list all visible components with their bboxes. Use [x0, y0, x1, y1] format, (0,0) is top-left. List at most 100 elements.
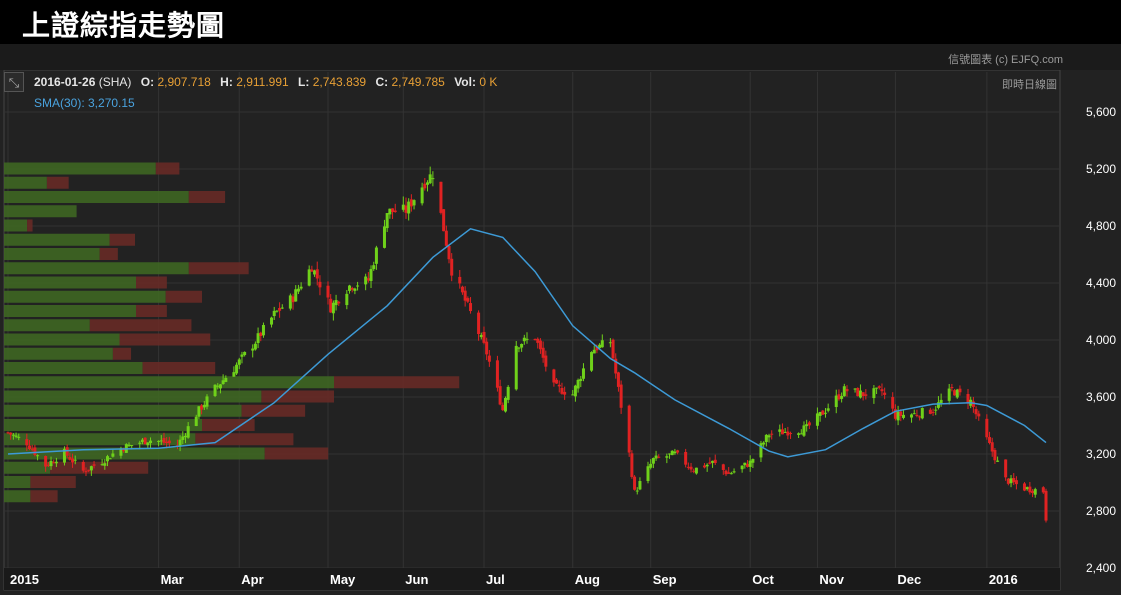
candle-body — [130, 445, 134, 447]
candle-body — [864, 394, 868, 396]
candle-body — [450, 258, 454, 276]
volume-profile-down-bar — [142, 362, 216, 374]
candle-body — [447, 245, 451, 260]
volume-profile-up-bar — [4, 319, 90, 332]
candle-body — [11, 434, 15, 436]
candle-body — [974, 409, 978, 415]
page-title: 上證綜指走勢圖 — [22, 9, 226, 42]
volume-profile-down-bar — [241, 404, 306, 417]
candle-body — [388, 208, 392, 215]
volume-profile-up-bar — [4, 205, 77, 218]
candle-body — [711, 460, 715, 463]
candle-body — [374, 247, 378, 264]
volume-profile-down-bar — [99, 248, 118, 260]
candle-body — [62, 448, 66, 463]
candle-body — [815, 413, 819, 426]
candle-body — [579, 378, 583, 382]
candle-body — [934, 409, 938, 411]
candle-body — [877, 386, 881, 388]
candle-body — [65, 447, 69, 456]
x-axis-band — [4, 568, 1060, 590]
candle-body — [412, 200, 416, 206]
volume-profile-down-bar — [165, 290, 202, 303]
candle-body — [334, 300, 338, 306]
volume-profile-up-bar — [4, 476, 31, 488]
candle-body — [1022, 483, 1026, 491]
candle-body — [127, 444, 131, 447]
volume-profile-down-bar — [109, 233, 136, 246]
candle-body — [1012, 478, 1016, 483]
sma-legend: SMA(30): 3,270.15 — [34, 96, 135, 110]
candle-body — [590, 352, 594, 371]
info-symbol: (SHA) — [98, 75, 132, 89]
candle-body — [627, 405, 631, 453]
candle-body — [439, 181, 443, 213]
candle-body — [423, 183, 427, 189]
x-tick-label: Sep — [653, 572, 677, 587]
candle-body — [143, 437, 147, 445]
candle-body — [918, 416, 922, 418]
x-tick-label: May — [330, 572, 356, 587]
candle-body — [122, 449, 126, 452]
candle-body — [404, 205, 408, 213]
candle-body — [119, 448, 123, 456]
x-tick-label: Jul — [486, 572, 505, 587]
candle-body — [842, 386, 846, 397]
candle-body — [826, 408, 830, 411]
candle-body — [33, 447, 37, 456]
candle-body — [893, 409, 897, 419]
candle-body — [520, 343, 524, 348]
volume-profile-down-bar — [155, 162, 180, 175]
candle-body — [237, 359, 241, 365]
candle-body — [46, 464, 50, 466]
candle-body — [581, 368, 585, 379]
price-chart[interactable]: 2,400 2,800 3,200 3,600 4,000 4,400 4,800 5,200… — [0, 70, 1121, 595]
candle-body — [81, 461, 85, 471]
candle-body — [1031, 490, 1035, 494]
x-tick-label: 2016 — [989, 572, 1018, 587]
candle-body — [71, 458, 75, 463]
candle-body — [861, 392, 865, 397]
candle-body — [1033, 489, 1037, 495]
copyright-text: 信號圖表 (c) EJFQ.com — [948, 54, 1063, 66]
candle-body — [740, 465, 744, 470]
y-tick-label: 4,800 — [1086, 219, 1116, 233]
candle-body — [834, 395, 838, 408]
candle-body — [495, 360, 499, 388]
candle-body — [657, 456, 661, 458]
candle-body — [802, 425, 806, 436]
volume-profile-down-bar — [112, 347, 132, 360]
candle-body — [307, 269, 311, 286]
candle-body — [105, 456, 109, 462]
candle-body — [990, 442, 994, 452]
candle-body — [44, 455, 48, 467]
candle-body — [651, 458, 655, 464]
candle-body — [9, 432, 13, 435]
candle-body — [17, 436, 21, 438]
candle-body — [630, 453, 634, 477]
candle-body — [183, 435, 187, 438]
candle-body — [278, 307, 282, 311]
candle-body — [665, 456, 669, 458]
candle-body — [103, 463, 107, 466]
y-tick-label: 5,600 — [1086, 105, 1116, 119]
candle-body — [797, 433, 801, 435]
candle-body — [165, 441, 169, 444]
candle-body — [318, 281, 322, 288]
candle-body — [487, 355, 491, 362]
realtime-label: 即時日線圖 — [1002, 79, 1057, 91]
volume-profile-up-bar — [4, 176, 47, 189]
candle-body — [780, 429, 784, 435]
title-bar: 上證綜指走勢圖 — [0, 0, 1121, 44]
expand-icon[interactable]: ⤡ — [4, 72, 24, 92]
candle-body — [840, 396, 844, 399]
low-label: L: — [298, 75, 310, 89]
candle-body — [310, 269, 314, 272]
candle-body — [482, 331, 486, 343]
x-tick-label: 2015 — [10, 572, 39, 587]
volume-profile-down-bar — [188, 262, 249, 275]
candle-body — [178, 439, 182, 447]
volume-profile-up-bar — [4, 305, 136, 317]
candle-body — [746, 463, 750, 467]
candle-body — [36, 455, 40, 457]
